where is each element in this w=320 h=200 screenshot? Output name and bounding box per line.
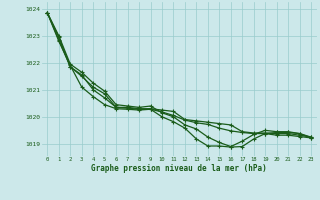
- X-axis label: Graphe pression niveau de la mer (hPa): Graphe pression niveau de la mer (hPa): [91, 164, 267, 173]
